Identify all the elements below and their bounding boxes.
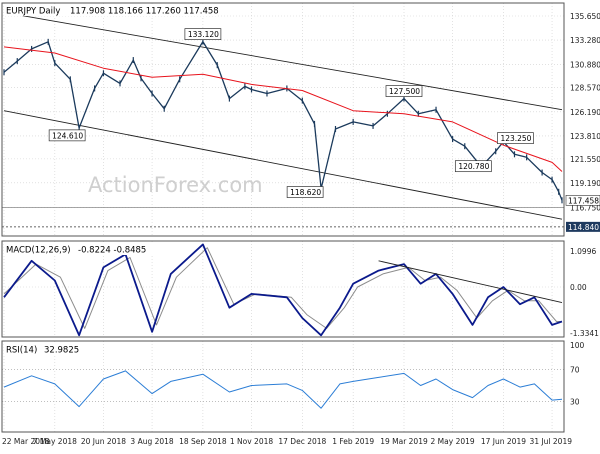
annotation-label: 133.120 <box>188 30 219 39</box>
macd-y-tick-label: 0.00 <box>570 283 587 292</box>
main-title: EURJPY Daily <box>6 7 60 17</box>
channel-lower-line <box>3 110 563 220</box>
y-tick-label: 121.550 <box>570 155 600 164</box>
annotation-label: 123.250 <box>500 134 531 143</box>
channel-layer <box>3 12 563 220</box>
y-tick-label: 133.280 <box>570 36 600 45</box>
channel-upper-line <box>3 12 563 111</box>
y-tick-label: 126.190 <box>570 108 600 117</box>
last-price-label: 117.458 <box>568 196 599 205</box>
rsi-y-tick-label: 100 <box>570 341 585 350</box>
annotation-label: 127.500 <box>389 87 420 96</box>
annotation-box <box>286 186 324 198</box>
y-tick-label: 135.650 <box>570 12 600 21</box>
y-tick-label: 128.570 <box>570 84 600 93</box>
y-tick-label: 123.810 <box>570 132 600 141</box>
macd-y-tick-label: 1.0996 <box>570 247 596 256</box>
annotation-label: 124.610 <box>52 131 83 140</box>
y-tick-label: 119.190 <box>570 179 600 188</box>
macd-y-tick-label: -1.3341 <box>570 329 599 338</box>
price-layer <box>3 38 563 204</box>
x-tick-label: 3 Aug 2018 <box>130 437 173 446</box>
y-tick-label: 116.750 <box>570 204 600 213</box>
macd-line <box>3 243 563 337</box>
grid-layer <box>2 3 564 432</box>
rsi-line <box>3 370 563 409</box>
macd-values: -0.8224 -0.8485 <box>78 246 146 256</box>
macd-legend: MACD(12,26,9) -0.8224 -0.8485 <box>4 243 154 256</box>
rsi-legend: RSI(14) 32.9825 <box>4 343 94 356</box>
annotation-box <box>454 160 492 173</box>
watermark: ActionForex.com <box>88 173 263 197</box>
annotation-box <box>184 28 222 40</box>
moving-average-line <box>3 46 563 172</box>
main-ohlc: 117.908 118.166 117.260 117.458 <box>70 7 219 17</box>
macd-title: MACD(12,26,9) <box>6 246 71 256</box>
macd-layer <box>3 243 563 337</box>
annotation-label: 118.620 <box>290 188 321 197</box>
rsi-panel-frame <box>1 340 565 433</box>
rsi-title: RSI(14) <box>6 346 37 356</box>
last-price-badge <box>565 195 600 206</box>
x-tick-label: 17 Dec 2018 <box>278 437 326 446</box>
x-tick-label: 2 May 2019 <box>431 437 475 446</box>
annotation-box <box>497 132 534 144</box>
macd-trendline <box>378 260 563 303</box>
rsi-y-tick-label: 30 <box>570 398 580 407</box>
rsi-y-tick-label: 70 <box>570 365 580 374</box>
x-tick-label: 22 Mar 2018 <box>2 437 50 446</box>
support-level-label: 114.840 <box>568 223 599 232</box>
x-tick-label: 19 Mar 2019 <box>380 437 428 446</box>
main-legend: EURJPY Daily 117.908 118.166 117.260 117… <box>4 4 219 17</box>
annotation-label: 120.780 <box>458 162 489 171</box>
support-level-badge <box>566 221 600 232</box>
x-tick-label: 1 Feb 2019 <box>332 437 374 446</box>
x-tick-label: 1 Nov 2018 <box>230 437 273 446</box>
x-tick-label: 18 Sep 2018 <box>179 437 227 446</box>
macd-panel-frame <box>1 240 565 338</box>
main-panel-frame <box>1 2 565 237</box>
rsi-value: 32.9825 <box>44 346 79 356</box>
x-tick-label: 7 May 2018 <box>33 437 77 446</box>
annotation-box <box>385 85 423 97</box>
y-tick-label: 130.880 <box>570 60 600 69</box>
x-tick-label: 17 Jun 2019 <box>481 437 526 446</box>
annotation-box <box>48 129 86 142</box>
x-tick-label: 31 Jul 2019 <box>530 437 573 446</box>
x-tick-label: 20 Jun 2018 <box>81 437 126 446</box>
macd-signal-line <box>3 247 562 329</box>
rsi-layer <box>3 370 563 409</box>
